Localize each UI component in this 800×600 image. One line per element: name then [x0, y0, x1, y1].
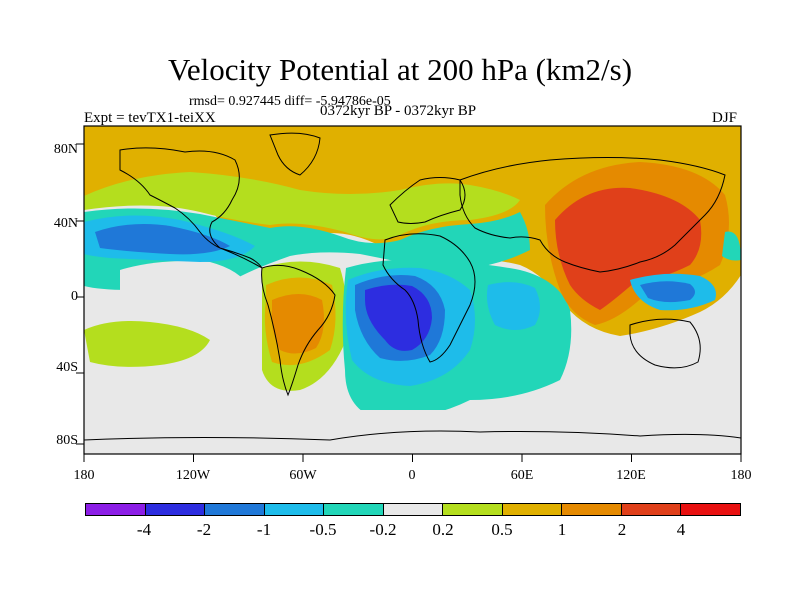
lat-label-80s: 80S [56, 433, 78, 448]
coast-greenland [269, 132, 321, 176]
colorbar-label: -4 [136, 520, 152, 539]
colorbar-label: 1 [557, 520, 567, 539]
stats-text: rmsd= 0.927445 diff= -5.94786e-05 [189, 94, 391, 109]
lon-label-180w: 180 [73, 468, 95, 483]
coast-africa [382, 233, 476, 363]
colorbar-box [502, 504, 563, 515]
negative-extreme-africa [365, 284, 432, 351]
weak-positive-band-north [84, 172, 520, 240]
colorbar [85, 503, 741, 516]
positive-core-asia [555, 187, 702, 310]
coast-australia [629, 318, 701, 369]
period-label: 0372kyr BP - 0372kyr BP [320, 103, 477, 119]
colorbar-box [621, 504, 682, 515]
lon-label-120w: 120W [175, 468, 211, 483]
colorbar-box [264, 504, 325, 515]
lon-label-60w: 60W [289, 468, 317, 483]
colorbar-box [681, 504, 741, 515]
colorbar-box [383, 504, 444, 515]
lon-label-60e: 60E [510, 468, 534, 483]
contour-fields [84, 126, 741, 454]
negative-core-maritime [640, 281, 695, 303]
experiment-label: Expt = tevTX1-teiXX [84, 110, 216, 126]
colorbar-label: -0.2 [369, 520, 397, 539]
lat-label-40s: 40S [56, 360, 78, 375]
colorbar-label: 2 [617, 520, 627, 539]
coast-asia [459, 157, 726, 273]
neutral-band-equator [120, 261, 250, 299]
lat-label-0: 0 [71, 289, 78, 304]
colorbar-box [562, 504, 622, 515]
negative-cell-east-pacific [722, 231, 741, 261]
lon-label-180e: 180 [730, 468, 752, 483]
colorbar-box [145, 504, 206, 515]
lat-label-40n: 40N [53, 216, 78, 231]
coast-south-america [261, 264, 336, 397]
colorbar-box [324, 504, 384, 515]
colorbar-label: -2 [196, 520, 212, 539]
lat-label-80n: 80N [53, 142, 78, 157]
colorbar-label: -1 [256, 520, 272, 539]
coast-antarctica [84, 430, 741, 441]
lon-label-120e: 120E [616, 468, 646, 483]
season-label: DJF [712, 110, 738, 126]
negative-core-pacific [95, 224, 230, 255]
coast-europe [389, 177, 466, 224]
colorbar-label: 0.2 [432, 520, 454, 539]
colorbar-box [443, 504, 503, 515]
axis-ticks [76, 143, 742, 462]
lon-label-0: 0 [408, 468, 416, 483]
positive-field-arctic [84, 126, 741, 140]
colorbar-box [86, 504, 146, 515]
negative-cell-indian [486, 282, 540, 330]
colorbar-label: -0.5 [309, 520, 337, 539]
map-title: Velocity Potential at 200 hPa (km2/s) [167, 52, 633, 87]
coast-north-america [119, 147, 263, 269]
weak-positive-spot-pacific [84, 321, 210, 367]
colorbar-label: 0.5 [491, 520, 513, 539]
colorbar-label: 4 [676, 520, 686, 539]
coastlines [84, 132, 741, 441]
colorbar-box [205, 504, 265, 515]
positive-core-south-america [271, 294, 324, 354]
